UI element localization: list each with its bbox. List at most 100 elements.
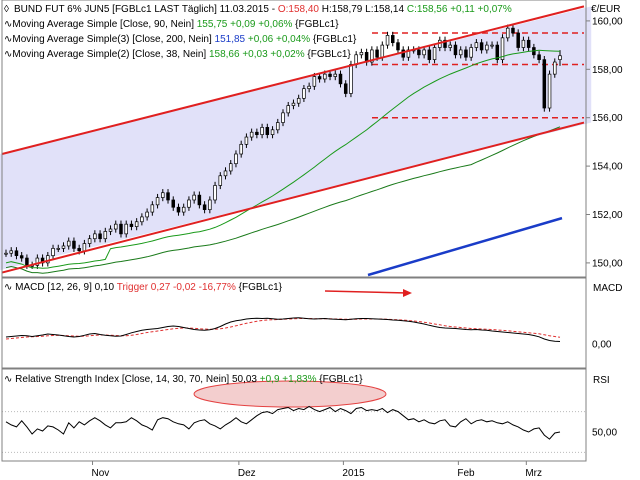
price-candle [208,196,212,214]
candle-body [422,49,426,56]
candle-body [286,105,290,114]
candle-body [260,127,264,135]
candle-body [255,131,259,135]
candle-body [82,243,87,252]
price-candle [244,133,249,148]
annotation-arrowhead [403,289,412,297]
candle-body [145,211,149,218]
price-candle [553,58,557,78]
candle-body [380,44,385,58]
price-candle [516,29,520,52]
rsi-tick-label: 50,00 [592,428,617,439]
price-candle [171,196,175,211]
instrument-label: BUND FUT 6% JUN5 [FGBLc1 LAST Täglich] 1… [14,4,275,15]
price-candle [197,191,202,209]
price-tick-label: 156,00 [592,113,623,124]
price-candle [307,82,311,93]
candle-body [187,199,191,208]
candle-body [500,37,505,60]
overlay-icon: ∿ [4,19,12,30]
candle-body [448,44,452,48]
price-candle [270,126,275,139]
candle-body [244,136,249,145]
candle-body [396,42,400,51]
candle-body [61,245,66,249]
price-tick-label: 154,00 [592,162,623,173]
candle-body [176,206,181,213]
price-candle [521,36,526,52]
price-candle [495,41,500,64]
overlay-legend: ∿Moving Average Simple [Close, 90, Nein]… [4,19,357,60]
overlay-symbol: {FGBLc1} [305,49,352,60]
price-tick-label: 152,00 [592,210,623,221]
price-candle [338,70,343,88]
ma-38-line [5,49,561,269]
price-candle [124,220,128,238]
candle-body [323,73,327,80]
close-change: C:158,56 +0,11 +0,07% [407,4,512,15]
macd-axis-title: MACD [593,283,622,294]
candle-body [526,39,531,48]
overlay-change: +0,03 +0,02% [242,49,304,60]
candle-body [307,85,311,90]
x-tick-label: Dez [238,468,256,479]
price-candle [234,150,238,168]
overlay-label: ∿Moving Average Simple(2) [Close, 38, Ne… [4,49,351,60]
price-candle [202,201,207,214]
price-candle [448,41,452,52]
price-candle [218,172,223,190]
panel-frame [1,277,587,369]
trigger-label: Trigger 0,27 -0,02 -16,77% [117,282,236,293]
candle-body [385,35,390,46]
price-candle [432,43,437,64]
candle-body [479,42,484,51]
price-candle [51,244,55,260]
price-candle [155,193,160,209]
price-tick-label: 160,00 [592,16,623,27]
candle-body [265,127,270,135]
candle-body [547,73,552,109]
price-candle [526,36,531,52]
candle-body [155,197,160,206]
rsi-axis-title: RSI [593,375,610,386]
candle-body [276,122,280,131]
candle-body [93,233,97,240]
macd-tick-label: 0,00 [592,340,612,351]
price-candle [328,70,332,81]
candle-body [349,64,353,94]
price-candle [145,208,149,221]
candle-body [98,233,102,240]
candle-body [537,54,541,60]
price-candle [505,24,510,42]
candle-body [281,112,285,123]
candle-body [14,250,19,256]
price-candle [485,41,489,54]
price-candle [422,46,426,59]
price-candle [140,213,144,226]
candle-body [4,252,8,255]
candle-body [35,257,40,266]
channel-lower-line [1,121,585,274]
candle-body [239,143,243,155]
candle-body [150,204,155,213]
price-candle [281,109,285,127]
price-candle [547,70,552,112]
candle-body [213,185,217,201]
overlay-value: 158,66 [209,49,242,60]
price-candle [166,189,170,204]
rsi-header: ∿ Relative Strength Index [Close, 14, 30… [4,374,610,386]
price-candle [385,31,390,49]
price-candle [537,51,541,64]
candle-body [129,223,134,227]
candle-body [338,73,343,85]
candle-body [464,49,468,58]
candle-body [56,248,61,250]
price-candle [176,203,181,216]
candle-body [228,163,233,172]
macd-symbol: {FGBLc1} [239,282,283,293]
price-candle [119,220,123,238]
annotation-arrow [324,290,409,294]
candle-body [119,223,123,235]
candle-body [328,73,332,77]
